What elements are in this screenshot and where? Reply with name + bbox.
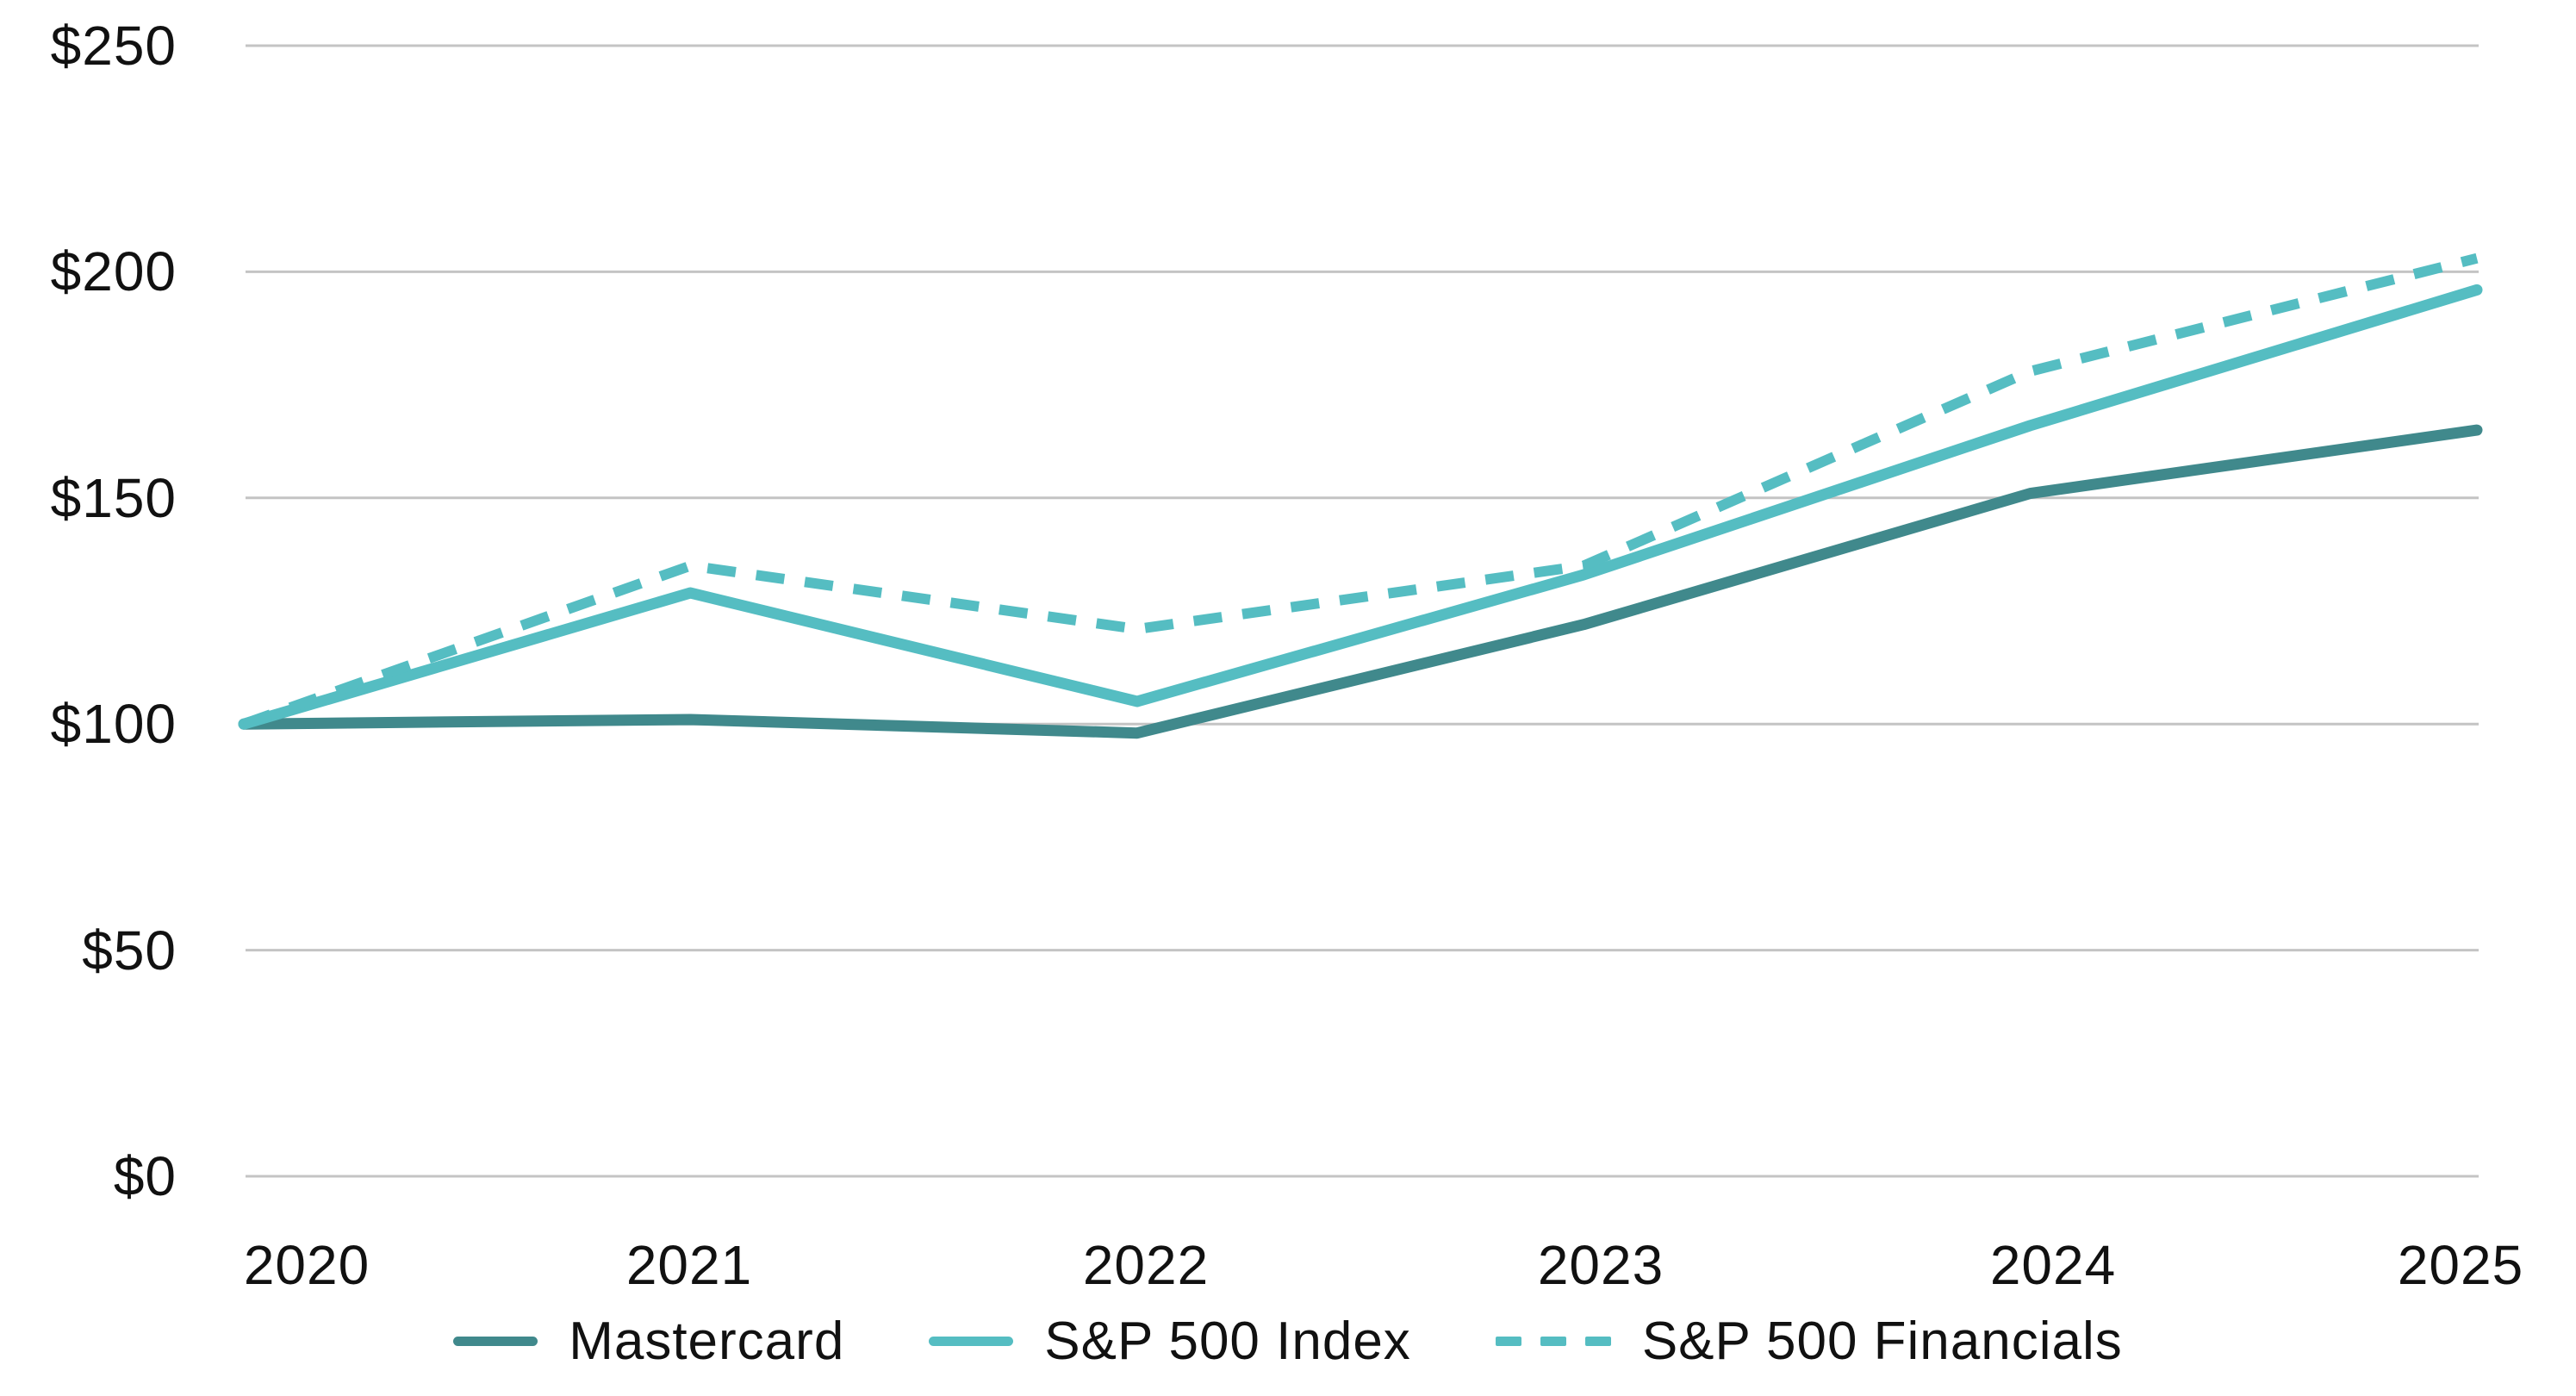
legend-solid-line-swatch-icon <box>929 1336 1014 1346</box>
y-axis-tick-label: $100 <box>50 693 177 755</box>
legend-item-sp500-financials: S&P 500 Financials <box>1495 1311 2123 1372</box>
series-line-mastercard <box>238 424 2483 739</box>
y-axis-tick-label: $50 <box>82 919 177 982</box>
x-axis-tick-label: 2024 <box>1989 1234 2117 1296</box>
chart-legend: Mastercard S&P 500 Index S&P 500 Financi… <box>0 1303 2576 1379</box>
series-line-s-p-500-financials <box>241 252 2479 729</box>
y-axis-tick-label: $0 <box>113 1145 177 1207</box>
x-axis-tick-label: 2020 <box>243 1234 370 1296</box>
legend-dashed-line-swatch-icon <box>1495 1336 1611 1346</box>
legend-label: S&P 500 Index <box>1044 1311 1411 1371</box>
x-axis-tick-label: 2022 <box>1082 1234 1210 1296</box>
legend-label: Mastercard <box>569 1311 845 1371</box>
legend-item-mastercard: Mastercard <box>453 1311 844 1372</box>
y-axis-tick-label: $200 <box>50 240 177 302</box>
dash-segment <box>1540 1336 1566 1346</box>
y-axis-tick-label: $150 <box>50 467 177 529</box>
x-axis-tick-label: 2025 <box>2397 1234 2524 1296</box>
y-axis-tick-label: $250 <box>50 15 177 77</box>
legend-item-sp500-index: S&P 500 Index <box>929 1311 1411 1372</box>
series-line-s-p-500-index <box>238 284 2483 730</box>
dash-segment <box>1584 1336 1611 1346</box>
dash-segment <box>1495 1336 1521 1346</box>
legend-label: S&P 500 Financials <box>1641 1311 2123 1371</box>
x-axis-tick-label: 2023 <box>1537 1234 1664 1296</box>
legend-solid-line-swatch-icon <box>453 1336 538 1346</box>
x-axis-tick-label: 2021 <box>625 1234 753 1296</box>
